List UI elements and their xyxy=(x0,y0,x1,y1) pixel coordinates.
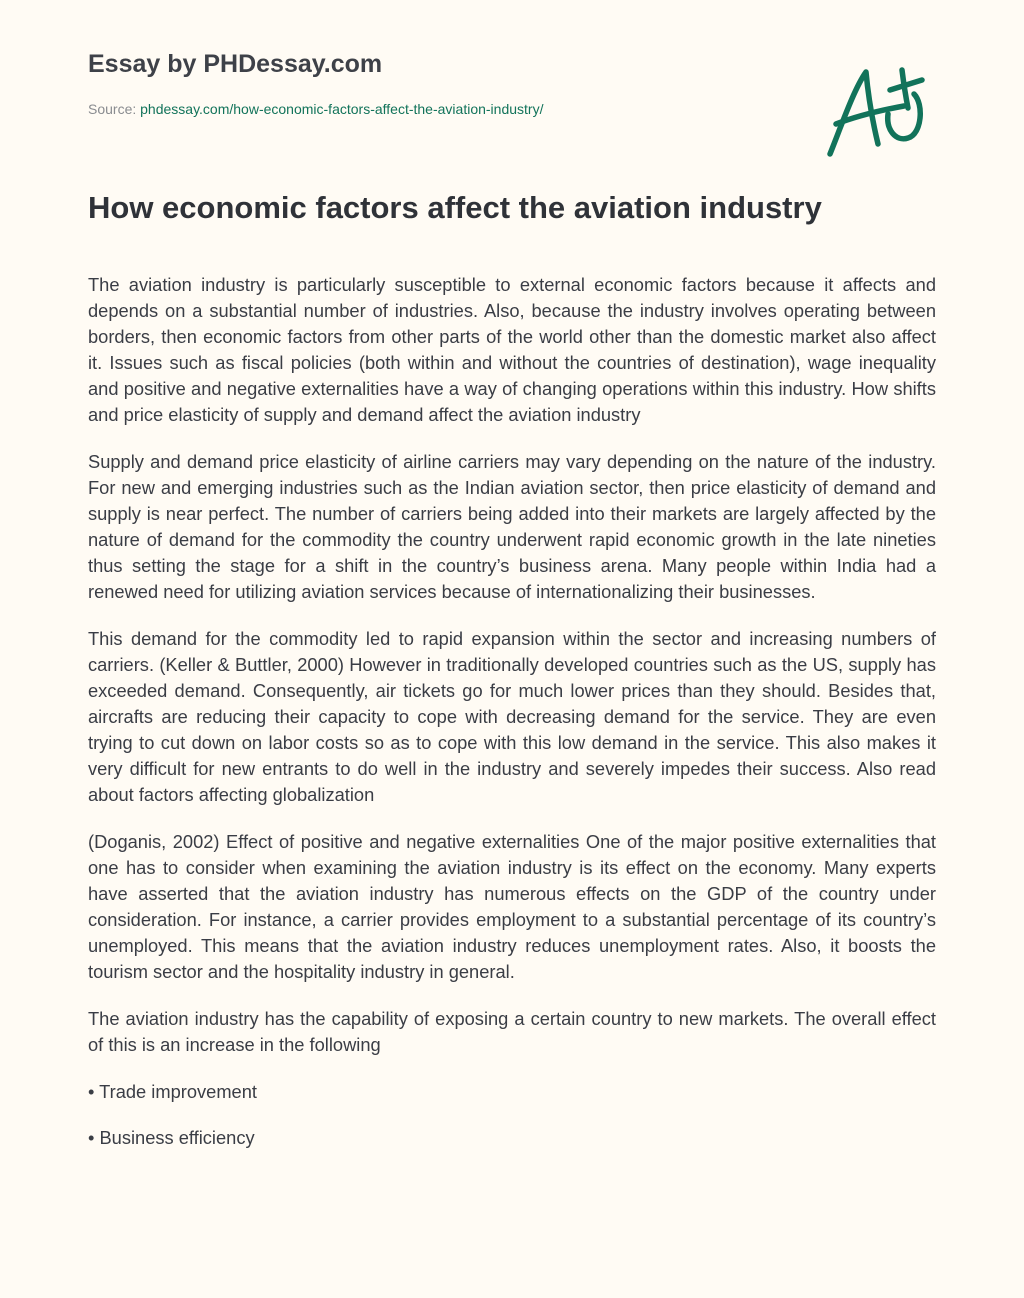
source-label: Source: xyxy=(88,101,137,117)
source-link[interactable]: phdessay.com/how-economic-factors-affect… xyxy=(140,101,544,117)
paragraph: Supply and demand price elasticity of ai… xyxy=(88,451,936,602)
a-plus-logo xyxy=(827,67,925,157)
paragraph: The aviation industry is particularly su… xyxy=(88,274,936,425)
paragraph: (Doganis, 2002) Effect of positive and n… xyxy=(88,831,936,982)
essay-body: The aviation industry is particularly su… xyxy=(88,272,936,1171)
bullet-item: • Trade improvement xyxy=(88,1081,257,1102)
bullet-item: • Business efficiency xyxy=(88,1127,255,1148)
source-line: Source: phdessay.com/how-economic-factor… xyxy=(88,101,543,117)
page-title: How economic factors affect the aviation… xyxy=(88,190,822,225)
paragraph: This demand for the commodity led to rap… xyxy=(88,628,936,805)
paragraph: The aviation industry has the capability… xyxy=(88,1008,936,1055)
site-brand: Essay by PHDessay.com xyxy=(88,50,383,78)
